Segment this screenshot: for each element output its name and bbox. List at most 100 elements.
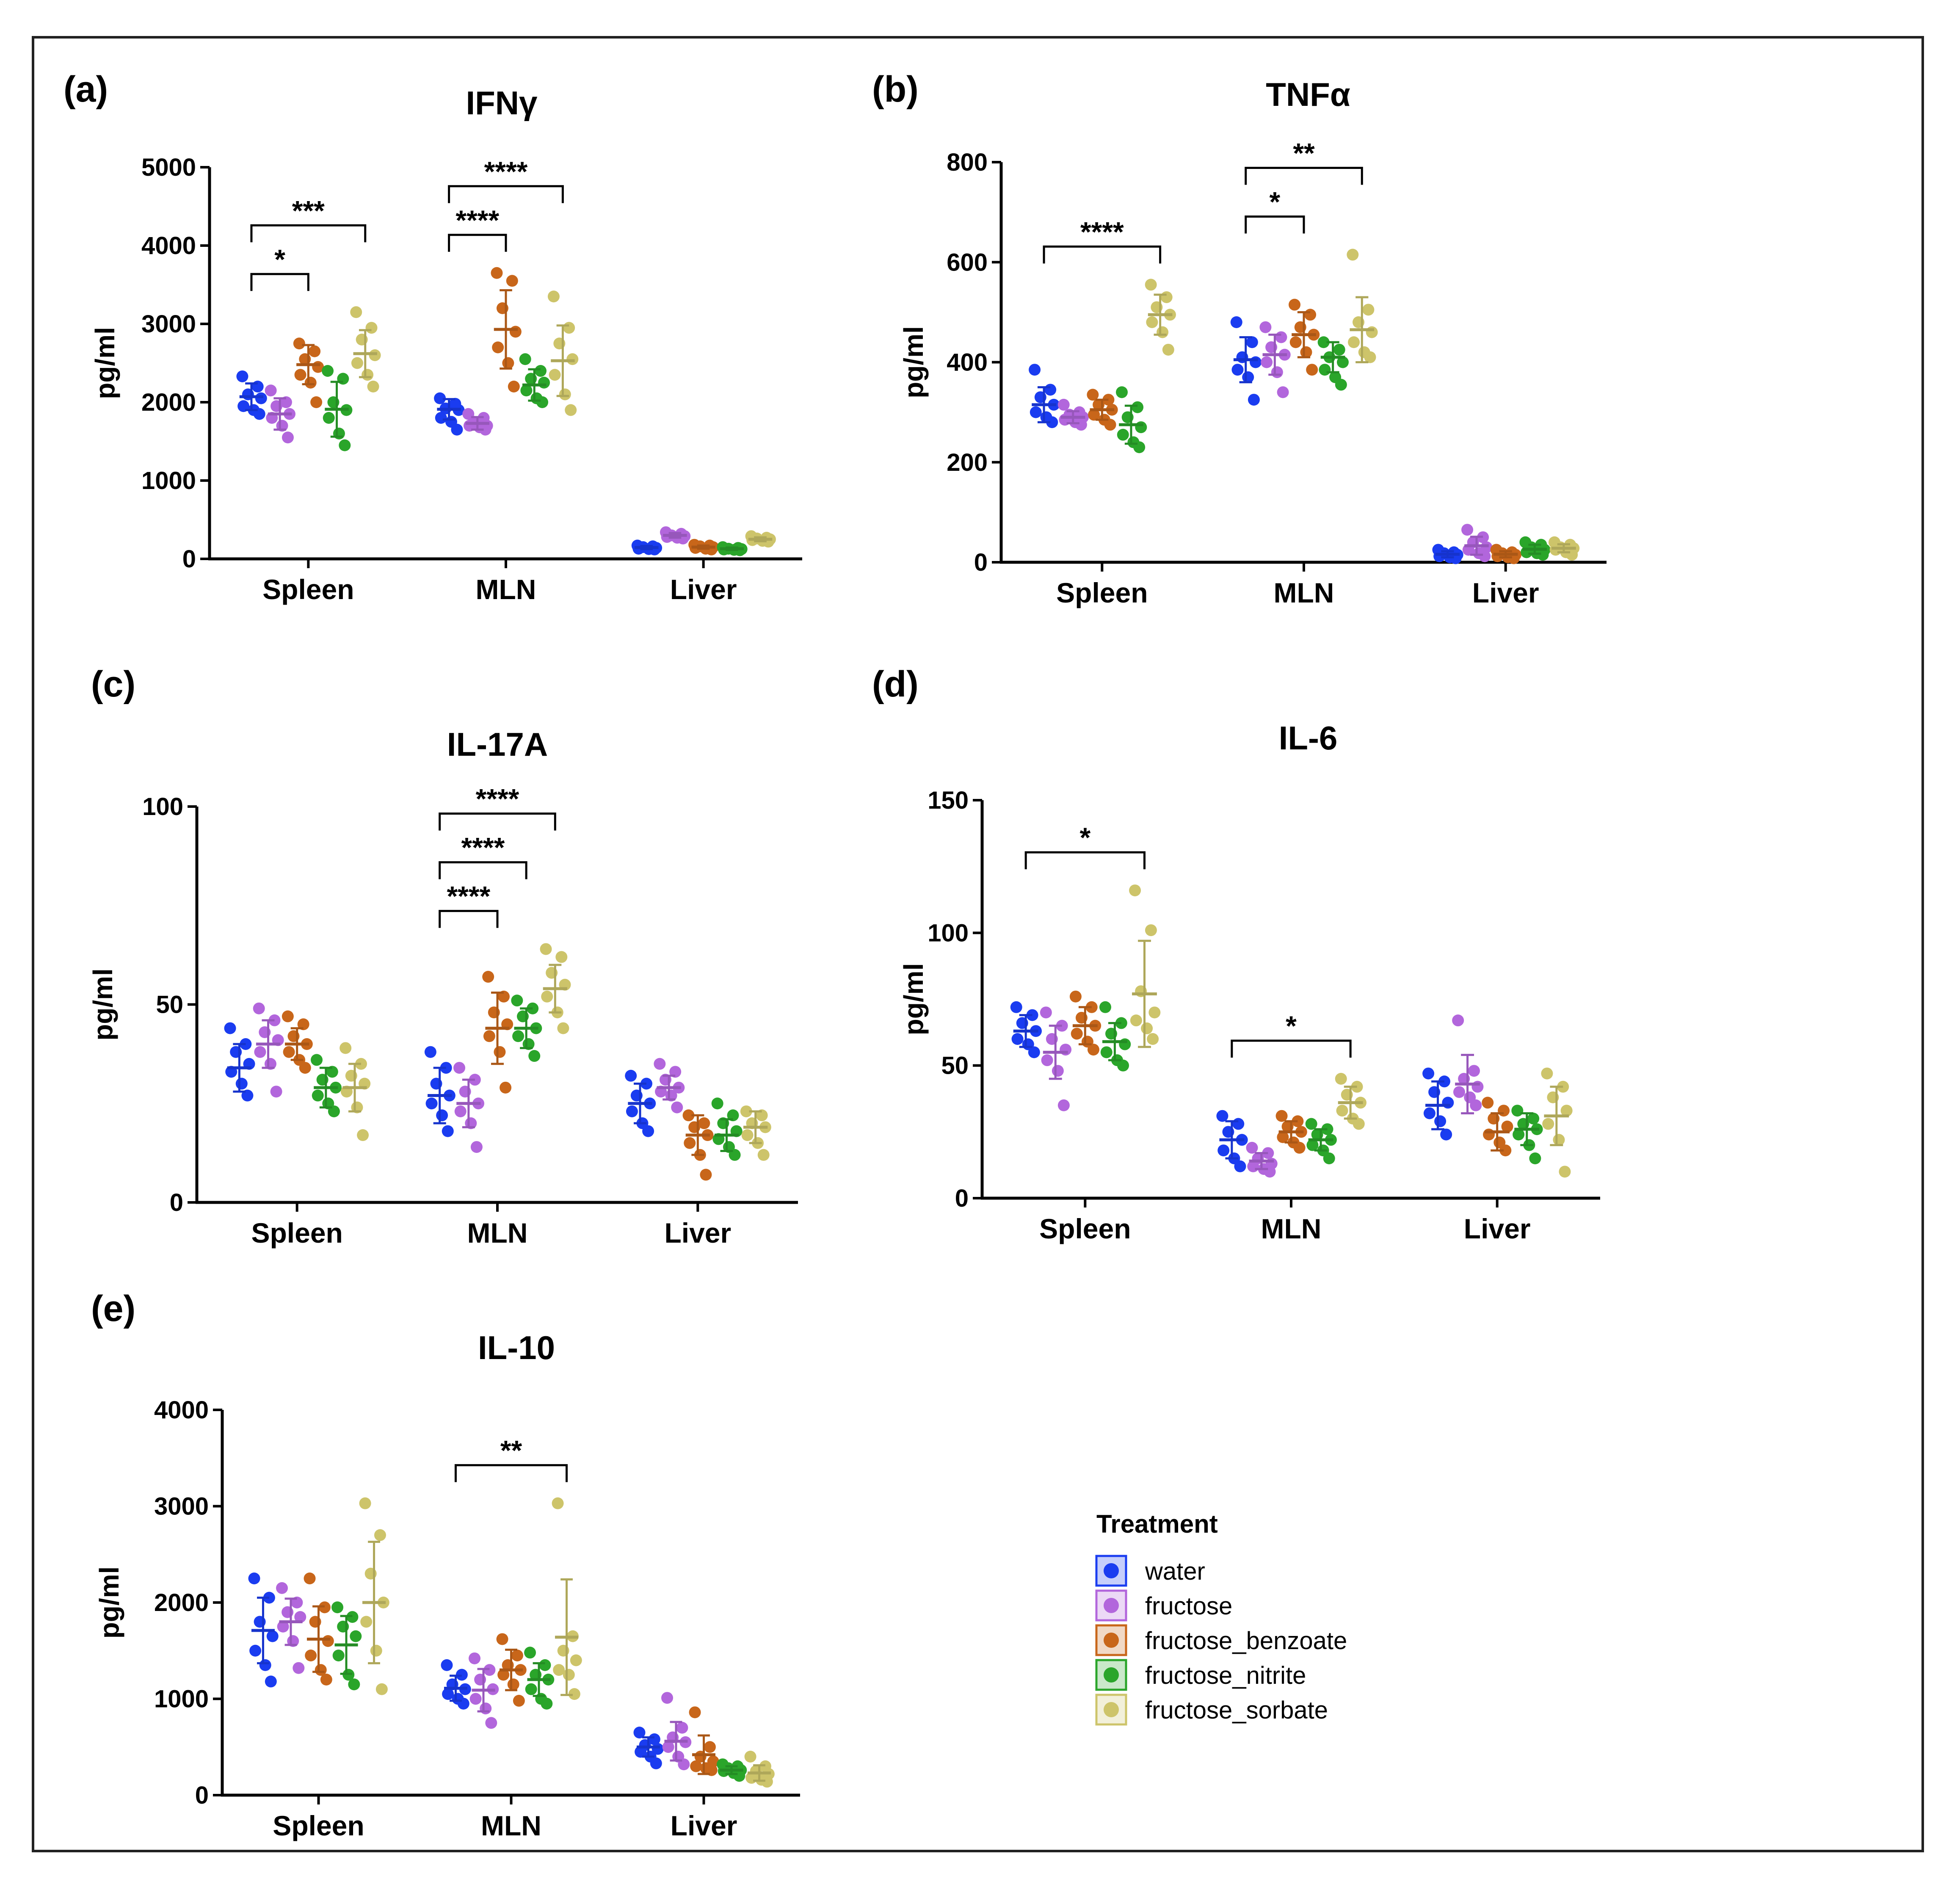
chart-panel-2: (b) TNFα 0 200 400 600 800 pg/ml Spleen MLN Liver *…: [872, 69, 1607, 608]
data-point: [1060, 1044, 1072, 1056]
data-point: [549, 369, 561, 381]
data-point: [276, 1582, 288, 1594]
y-tick-label: 150: [928, 787, 969, 814]
data-point: [1230, 316, 1242, 328]
x-category-label: Liver: [1464, 1213, 1531, 1244]
data-point: [557, 1022, 569, 1034]
data-point: [1482, 1097, 1494, 1109]
data-point: [265, 1675, 277, 1688]
significance-bracket: [454, 1464, 568, 1482]
significance-bracket: [448, 234, 507, 252]
data-point: [339, 439, 351, 451]
data-point: [552, 1497, 564, 1509]
legend-swatch-dot: [1104, 1667, 1119, 1683]
data-point: [662, 1741, 674, 1753]
data-point: [1029, 364, 1041, 376]
data-point: [442, 1125, 454, 1137]
data-point: [322, 1635, 334, 1647]
data-point: [524, 1647, 536, 1659]
data-point: [1498, 1105, 1510, 1117]
data-point: [340, 1042, 352, 1054]
data-point: [480, 1702, 492, 1715]
chart-title: IL-17A: [447, 726, 548, 763]
data-point: [1130, 1014, 1142, 1027]
data-point: [304, 376, 317, 389]
significance-label: ****: [447, 881, 490, 912]
data-point: [265, 384, 277, 397]
data-point: [370, 1644, 382, 1657]
data-point: [491, 267, 503, 279]
data-point: [704, 1741, 716, 1753]
data-point: [435, 412, 447, 424]
data-point: [1434, 1115, 1447, 1127]
legend: Treatment water fructose fructose_benzoatef…: [1095, 1510, 1347, 1726]
data-point: [1364, 351, 1376, 363]
data-point: [690, 1760, 702, 1772]
legend-swatch-dot: [1104, 1563, 1119, 1578]
data-point: [512, 1030, 525, 1042]
data-point: [293, 1662, 305, 1674]
y-tick-label: 50: [156, 991, 183, 1019]
data-point: [511, 1650, 523, 1662]
data-point: [1145, 279, 1157, 291]
legend-swatch: [1095, 1659, 1127, 1691]
data-point: [282, 431, 294, 444]
data-point: [235, 1078, 248, 1090]
data-point: [1553, 1134, 1565, 1146]
data-point: [534, 365, 547, 377]
significance-label: *: [1286, 1010, 1297, 1042]
data-point: [650, 1757, 662, 1769]
data-point: [248, 1572, 260, 1585]
data-point: [1075, 419, 1087, 431]
data-point: [1041, 1054, 1053, 1067]
data-point: [312, 1089, 324, 1102]
data-point: [1336, 356, 1349, 368]
data-point: [249, 1644, 262, 1657]
x-category-label: MLN: [476, 574, 536, 605]
data-point: [1250, 356, 1262, 368]
data-point: [1217, 1144, 1230, 1157]
legend-label: fructose: [1145, 1592, 1232, 1620]
legend-label: fructose_benzoate: [1145, 1627, 1347, 1655]
data-point: [1323, 1152, 1335, 1164]
data-point: [642, 1125, 654, 1137]
x-category-label: Spleen: [1039, 1213, 1131, 1244]
data-point: [266, 1630, 279, 1642]
legend-swatch: [1095, 1624, 1127, 1656]
data-point: [1071, 1028, 1083, 1040]
y-tick-label: 2000: [154, 1589, 209, 1616]
significance-label: **: [1293, 138, 1315, 169]
data-point: [1040, 1006, 1052, 1019]
data-point: [563, 1669, 575, 1681]
panel-label: (b): [872, 69, 919, 110]
data-point: [1333, 343, 1345, 356]
data-point: [1335, 379, 1347, 391]
data-point: [310, 396, 323, 408]
data-point: [1087, 1044, 1099, 1056]
significance-bracket: [1231, 1039, 1352, 1058]
data-point: [1479, 550, 1491, 562]
data-point: [457, 1697, 469, 1710]
data-point: [496, 1633, 508, 1645]
data-point: [654, 1058, 666, 1070]
data-point: [1336, 1105, 1348, 1117]
data-point: [541, 1697, 553, 1710]
data-point: [671, 1101, 683, 1114]
data-point: [1234, 1160, 1246, 1172]
y-axis-label: pg/ml: [88, 968, 118, 1041]
panel-label: (c): [91, 664, 135, 705]
data-point: [684, 1137, 696, 1149]
significance-label: *: [1270, 186, 1281, 218]
data-point: [282, 1010, 294, 1022]
y-tick-label: 0: [182, 545, 196, 573]
data-point: [469, 1693, 482, 1705]
data-point: [1216, 1110, 1228, 1122]
y-tick-label: 0: [195, 1782, 209, 1809]
data-point: [1470, 1099, 1482, 1111]
data-point: [626, 1105, 638, 1117]
data-point: [1044, 384, 1057, 396]
y-tick-label: 2000: [141, 389, 196, 416]
significance-label: ***: [292, 195, 325, 226]
data-point: [1145, 924, 1157, 937]
data-point: [509, 326, 522, 338]
